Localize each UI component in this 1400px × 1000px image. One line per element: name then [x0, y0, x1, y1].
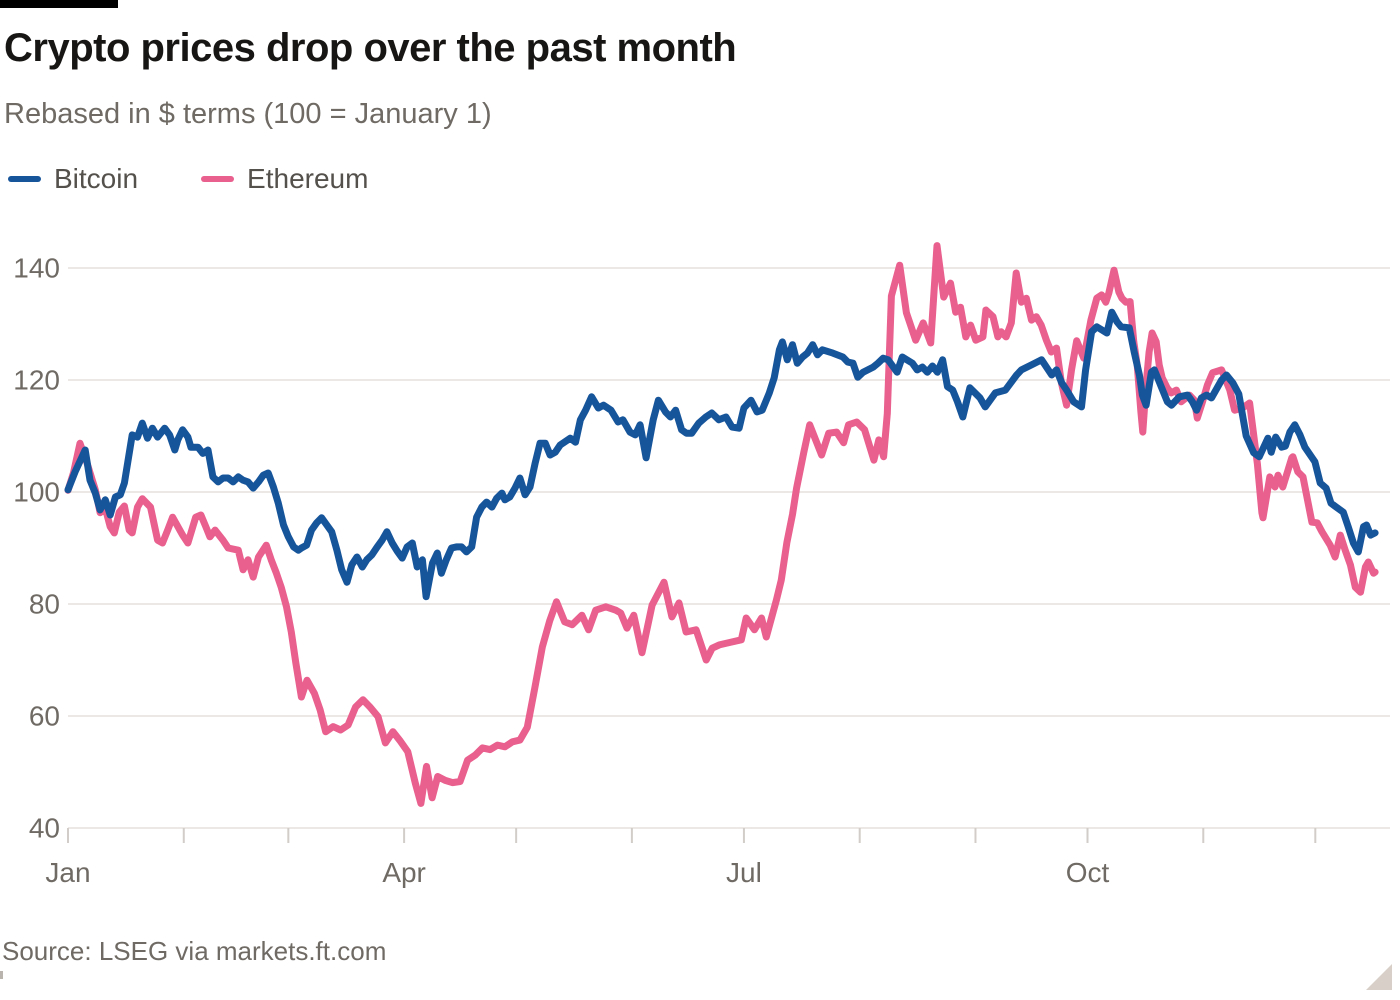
x-tick-label: Jul [726, 857, 762, 888]
y-tick-label: 120 [13, 365, 60, 396]
source-note: Source: LSEG via markets.ft.com [2, 936, 387, 966]
legend-label-bitcoin: Bitcoin [54, 163, 139, 194]
brand-bar [0, 0, 118, 8]
y-axis-labels: 40 60 80 100 120 140 [13, 253, 60, 844]
legend-item-ethereum: Ethereum [201, 163, 368, 195]
y-tick-label: 80 [29, 589, 60, 620]
ethereum-swatch-icon [201, 176, 235, 182]
y-tick-label: 100 [13, 477, 60, 508]
ethereum-line [64, 242, 1379, 807]
y-tick-label: 40 [29, 813, 60, 844]
x-tick-label: Apr [382, 857, 426, 888]
bitcoin-line [64, 308, 1379, 601]
legend-label-ethereum: Ethereum [247, 163, 369, 194]
bitcoin-swatch-icon [8, 176, 41, 182]
x-tick-label: Jan [45, 857, 90, 888]
x-axis-ticks [67, 828, 1317, 843]
x-tick-label: Oct [1066, 857, 1110, 888]
legend-item-bitcoin: Bitcoin [8, 163, 138, 195]
resize-triangle-icon [1366, 964, 1392, 990]
chart-legend: Bitcoin Ethereum [8, 163, 368, 195]
page-title: Crypto prices drop over the past month [4, 26, 737, 70]
y-tick-label: 140 [13, 253, 60, 284]
edge-artifact [0, 971, 3, 979]
chart-subtitle: Rebased in $ terms (100 = January 1) [4, 98, 492, 130]
x-axis-labels: Jan Apr Jul Oct [45, 857, 1109, 888]
y-tick-label: 60 [29, 701, 60, 732]
